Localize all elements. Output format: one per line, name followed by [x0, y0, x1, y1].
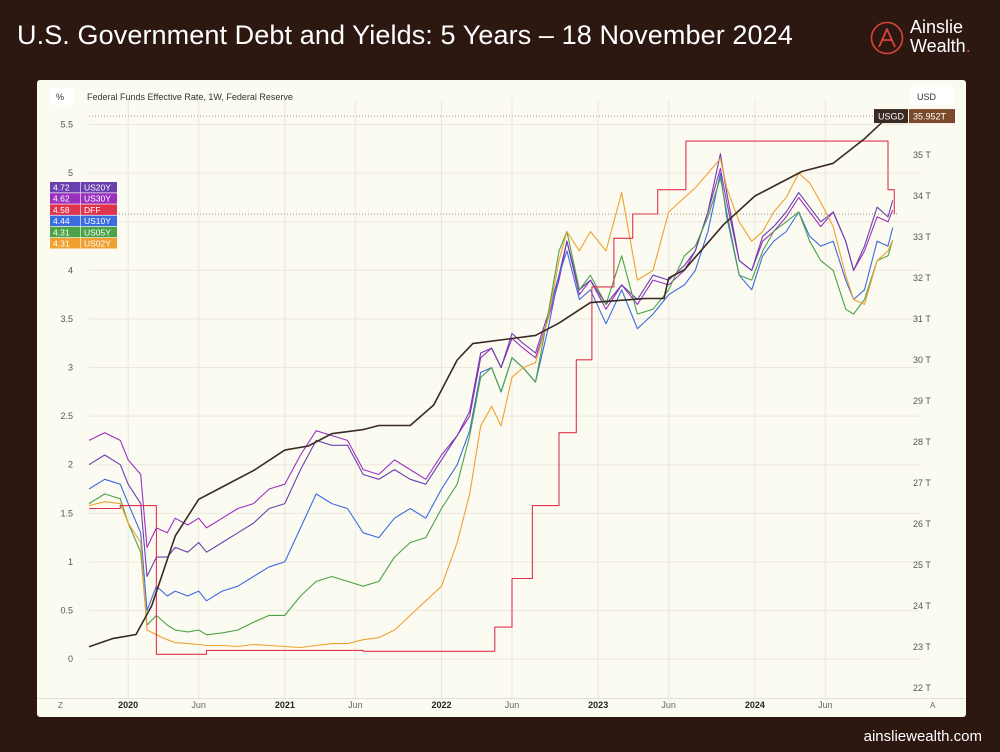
- right-tick-label: 27 T: [913, 478, 931, 488]
- x-tick-label: 2020: [118, 700, 138, 710]
- ainslie-logo-icon: [870, 21, 904, 55]
- legend-swatch: [50, 226, 117, 238]
- legend-item-us02y: 4.31 US02Y: [50, 238, 117, 249]
- legend-value: 4.62: [53, 194, 70, 204]
- legend-value: 4.31: [53, 239, 70, 249]
- right-axis: 22 T 23 T 24 T 25 T 26 T 27 T 28 T 29 T 30 T 31 T…: [913, 150, 931, 693]
- legend-swatch: [50, 215, 117, 227]
- right-tick-label: 25 T: [913, 560, 931, 570]
- logo-dot: .: [965, 36, 971, 56]
- legend-item-us30y: 4.62 US30Y: [50, 193, 117, 204]
- yields-debt-chart: 00.511.522.533.544.555.5 22 T23 T24 T25 …: [37, 87, 966, 710]
- left-tick-label: 3.5: [60, 314, 73, 324]
- x-tick-label: Jun: [191, 700, 206, 710]
- x-tick-label: Jun: [348, 700, 363, 710]
- legend-swatch: [50, 238, 117, 249]
- legend-name: US20Y: [84, 183, 111, 193]
- series-line-us20y: [88, 153, 894, 578]
- right-tick-label: 30 T: [913, 355, 931, 365]
- chart-panel: 00.511.522.533.544.555.5 22 T23 T24 T25 …: [37, 80, 966, 717]
- right-tick-label: 34 T: [913, 191, 931, 201]
- x-tick-label: Jun: [818, 700, 833, 710]
- right-tick-label: 29 T: [913, 396, 931, 406]
- x-tick-label: 2021: [275, 700, 295, 710]
- x-tick-label: Jun: [505, 700, 520, 710]
- corner-right-label: A: [930, 701, 936, 710]
- right-tick-label: 31 T: [913, 314, 931, 324]
- legend-swatch: [50, 182, 117, 193]
- top-labels: % Federal Funds Effective Rate, 1W, Fede…: [50, 87, 954, 105]
- debt-tag-value: 35.952T: [913, 112, 947, 122]
- ainslie-wealth-logo: Ainslie Wealth.: [868, 15, 988, 61]
- left-tick-label: 0.5: [60, 606, 73, 616]
- right-tick-label: 26 T: [913, 519, 931, 529]
- x-tick-label: 2023: [588, 700, 608, 710]
- legend-name: US10Y: [84, 216, 111, 226]
- logo-text-wealth: Wealth: [910, 36, 966, 56]
- debt-tag-name: USGD: [878, 112, 905, 122]
- left-tick-label: 5: [68, 168, 73, 178]
- series-line-usgd: [88, 115, 893, 648]
- series-line-us05y: [88, 177, 894, 636]
- logo-text-line1: Ainslie: [910, 17, 964, 37]
- right-unit-label: USD: [917, 92, 937, 102]
- debt-tag-name-bg: [874, 109, 908, 124]
- left-unit-box: [50, 88, 74, 105]
- legend-item-dff: 4.58 DFF: [50, 204, 117, 215]
- debt-tag-value-bg: [909, 109, 955, 124]
- left-tick-label: 1: [68, 557, 73, 567]
- series-caption: Federal Funds Effective Rate, 1W, Federa…: [87, 92, 293, 102]
- legend-name: US30Y: [84, 194, 111, 204]
- left-unit-label: %: [56, 92, 64, 102]
- corner-left-label: Z: [58, 701, 63, 710]
- legend-name: US05Y: [84, 227, 111, 237]
- right-tick-label: 35 T: [913, 150, 931, 160]
- left-tick-label: 0: [68, 654, 73, 664]
- right-tick-label: 23 T: [913, 642, 931, 652]
- series-line-dff: [89, 140, 895, 655]
- left-tick-label: 1.5: [60, 508, 73, 518]
- legend-swatch: [50, 204, 117, 215]
- left-tick-label: 3: [68, 363, 73, 373]
- x-tick-label: 2024: [745, 700, 765, 710]
- right-tick-label: 28 T: [913, 437, 931, 447]
- right-tick-label: 22 T: [913, 683, 931, 693]
- x-tick-label: 2022: [431, 700, 451, 710]
- footer-url: ainsliewealth.com: [863, 728, 982, 745]
- legend-item-us20y: 4.72 US20Y: [50, 182, 117, 193]
- right-tick-label: 32 T: [913, 273, 931, 283]
- legend-item-us10y: 4.44 US10Y: [50, 215, 117, 227]
- x-tick-label: Jun: [661, 700, 676, 710]
- legend-swatch: [50, 193, 117, 204]
- grid-lines: [37, 100, 966, 700]
- left-tick-label: 2: [68, 460, 73, 470]
- series-line-us30y: [88, 167, 894, 548]
- header-bar: U.S. Government Debt and Yields: 5 Years…: [0, 0, 1000, 72]
- legend: 4.72 US20Y 4.62 US30Y 4.58 DFF 4.44 US10Y 4.31 US…: [50, 182, 117, 249]
- series-line-us02y: [88, 158, 894, 649]
- series-line-us10y: [88, 172, 894, 612]
- left-tick-label: 5.5: [60, 120, 73, 130]
- legend-item-us05y: 4.31 US05Y: [50, 226, 117, 238]
- right-tick-label: 33 T: [913, 232, 931, 242]
- legend-value: 4.44: [53, 216, 70, 226]
- series-lines: [88, 115, 895, 655]
- right-tick-label: 24 T: [913, 601, 931, 611]
- debt-value-tag: USGD 35.952T: [874, 109, 955, 124]
- left-tick-label: 2.5: [60, 411, 73, 421]
- legend-name: US02Y: [84, 239, 111, 249]
- x-axis: 2020 Jun 2021 Jun 2022 Jun 2023 Jun 2024 Jun Z A: [58, 700, 936, 710]
- left-tick-label: 4: [68, 265, 73, 275]
- legend-value: 4.58: [53, 205, 70, 215]
- page-title: U.S. Government Debt and Yields: 5 Years…: [17, 20, 793, 50]
- legend-name: DFF: [84, 205, 101, 215]
- legend-value: 4.31: [53, 227, 70, 237]
- legend-value: 4.72: [53, 183, 70, 193]
- logo-text-line2: Wealth.: [910, 36, 971, 57]
- right-unit-box: [910, 87, 954, 105]
